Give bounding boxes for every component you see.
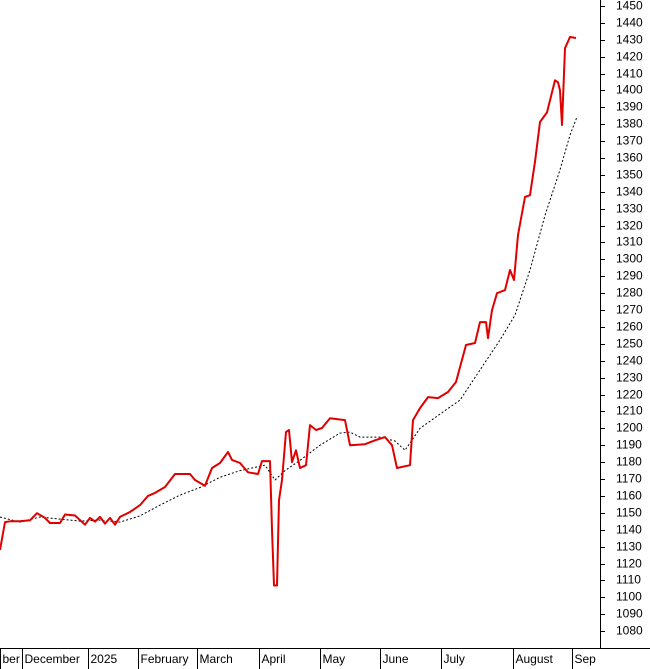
x-tick-label: February [141,652,189,666]
y-tick-label: 1140 [616,523,642,537]
y-tick-label: 1440 [616,16,643,30]
y-tick-label: 1150 [616,506,642,520]
x-tick-label: 2025 [91,652,118,666]
y-tick-label: 1270 [616,303,643,317]
y-tick-label: 1110 [616,573,641,587]
x-tick-label: June [383,652,409,666]
x-tick-label: ber [3,652,20,666]
y-tick-label: 1230 [616,371,643,385]
y-tick-label: 1100 [616,590,642,604]
y-tick-label: 1260 [616,320,643,334]
x-tick-label: July [444,652,465,666]
x-tick-label: August [516,652,554,666]
y-tick-label: 1120 [616,557,642,571]
y-tick-label: 1160 [616,489,642,503]
y-tick-label: 1430 [616,33,643,47]
y-tick-label: 1400 [616,83,643,97]
y-tick-label: 1250 [616,337,643,351]
y-tick-label: 1380 [616,117,643,131]
x-tick-label: April [262,652,286,666]
x-tick-label: December [25,652,80,666]
y-tick-label: 1180 [616,455,642,469]
y-tick-label: 1450 [616,0,643,13]
y-tick-label: 1190 [616,438,642,452]
y-tick-label: 1370 [616,134,643,148]
y-tick-label: 1220 [616,388,643,402]
y-tick-label: 1080 [616,624,643,638]
y-tick-label: 1300 [616,252,643,266]
y-tick-label: 1210 [616,404,643,418]
y-tick-label: 1330 [616,202,643,216]
y-tick-label: 1420 [616,50,643,64]
y-tick-label: 1240 [616,354,643,368]
y-tick-label: 1130 [616,540,642,554]
y-tick-label: 1290 [616,269,643,283]
y-tick-label: 1350 [616,168,643,182]
x-tick-label: May [323,652,346,666]
y-tick-label: 1200 [616,421,643,435]
x-tick-label: March [200,652,233,666]
series-line [0,36,577,587]
y-tick-label: 1170 [616,472,642,486]
x-tick-label: Sep [575,652,597,666]
y-tick-label: 1340 [616,185,643,199]
y-tick-label: 1320 [616,219,643,233]
y-tick-label: 1310 [616,235,643,249]
y-tick-label: 1410 [616,67,643,81]
y-tick-label: 1390 [616,100,643,114]
y-tick-label: 1360 [616,151,643,165]
series-line [0,116,578,523]
y-tick-label: 1280 [616,286,643,300]
y-tick-label: 1090 [616,607,643,621]
